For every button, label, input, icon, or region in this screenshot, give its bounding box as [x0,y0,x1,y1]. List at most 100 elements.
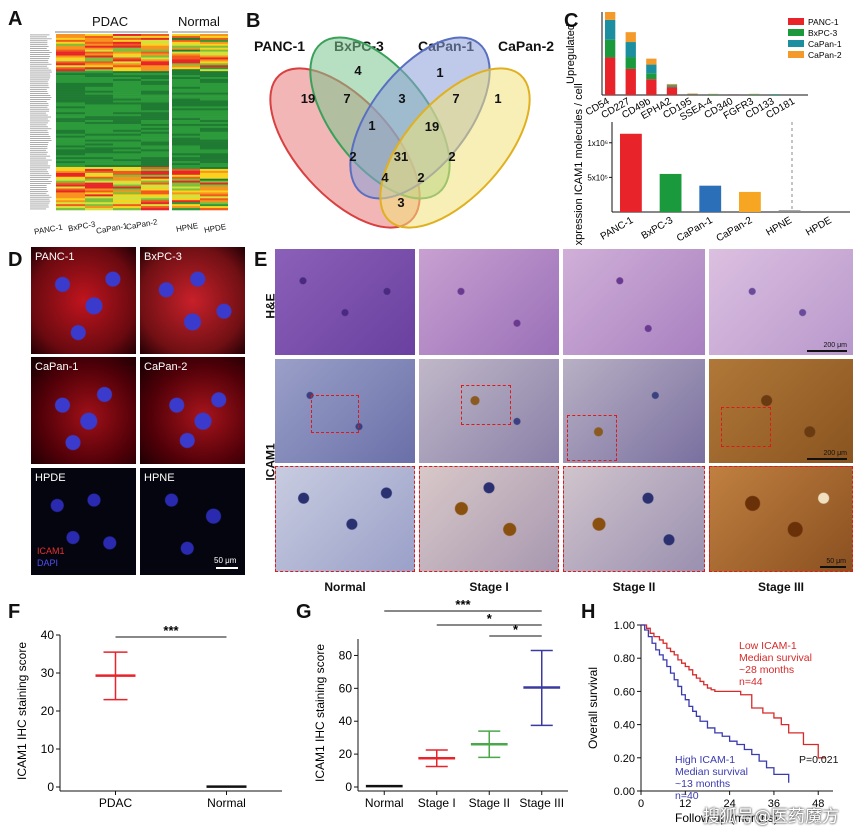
heatmap-cell [172,186,200,189]
heatmap-cell [200,198,228,201]
heatmap-cell [56,161,85,164]
heatmap-cell [172,135,200,138]
heatmap-cell [85,190,113,193]
y-tick-label: 30 [41,666,55,680]
venn-count: 2 [349,149,356,164]
he-image-normal [275,249,415,355]
heatmap-cell [113,102,141,105]
heatmap-cell [85,123,113,127]
heatmap-cell [56,194,85,197]
set-label: CaPan-2 [498,38,555,54]
gene-label [30,102,49,104]
heatmap-cell [56,69,85,72]
heatmap-cell [113,208,141,211]
heatmap-cell [113,61,141,64]
heatmap-cell [85,161,113,164]
heatmap-cell [85,172,113,176]
heatmap-cell [113,112,141,115]
heatmap-cell [141,188,169,191]
gene-label [30,97,52,98]
stacked-bar-segment [605,12,616,20]
stage-label: Normal [324,580,366,594]
heatmap-cell [56,149,85,152]
gene-label [30,114,48,116]
heatmap-cell [200,163,228,166]
heatmap-cell [56,37,85,41]
heatmap-cell [200,73,228,76]
heatmap-cell [113,71,141,74]
x-tick-label: 0 [638,798,644,810]
heatmap-cell [85,163,113,166]
heatmap-cell [56,98,85,101]
gene-label [30,202,50,204]
image-label: PANC-1 [35,251,75,263]
gene-label [30,206,49,208]
heatmap-cell [200,194,228,197]
heatmap-cell [56,192,85,195]
venn-count: 1 [494,91,501,106]
annotation-low: n=44 [739,676,763,688]
zoom-image-stage3: 50 μm [709,466,853,572]
heatmap-cell [113,104,141,107]
gene-label [30,83,49,85]
gene-label [30,108,50,110]
heatmap-cell [56,102,85,105]
heatmap-cell [113,180,141,183]
heatmap-cell [56,190,85,193]
heatmap-cell [113,69,141,72]
heatmap-cell [56,73,85,76]
heatmap-cell [56,155,85,158]
heatmap-cell [141,41,169,45]
x-tick-label: PDAC [99,796,133,810]
heatmap-cell [56,200,85,203]
zoom-image-stage2 [563,466,705,572]
image-label: CaPan-2 [144,361,188,373]
heatmap-cell [141,78,169,82]
heatmap-cell [85,143,113,146]
venn-count: 4 [381,170,389,185]
scale-bar-label: 200 μm [823,450,848,457]
heatmap-cell [85,145,113,148]
heatmap-cell [113,114,141,117]
heatmap-cell [200,133,228,136]
gene-label [30,204,49,206]
heatmap-cell [113,37,141,41]
heatmap-cell [172,116,200,119]
p-value: P=0.021 [799,754,839,766]
heatmap-cell [200,165,228,168]
heatmap-cell [85,88,113,92]
heatmap-cell [172,94,200,97]
heatmap-cell [113,57,141,60]
heatmap-cell [141,139,169,142]
heatmap-cell [85,102,113,105]
heatmap-cell [200,192,228,195]
heatmap-cell [85,200,113,203]
gene-label [30,99,51,100]
heatmap-cell [141,49,169,52]
gene-label [30,50,50,51]
heatmap-cell [141,59,169,62]
heatmap-cell [172,176,200,180]
heatmap-cell [113,149,141,152]
heatmap-cell [141,163,169,166]
heatmap-cell [85,35,113,39]
heatmap-cell [172,129,200,133]
heatmap-cell [113,202,141,205]
heatmap-cell [141,165,169,168]
gene-label [30,145,48,147]
heatmap-cell [141,176,169,180]
heatmap-cell [172,82,200,86]
heatmap-cell [200,157,228,160]
gene-label [30,167,51,169]
panel-c: C Upregulated CD54 CD227 CD49b EPHA2 CD195 SSE… [560,0,863,245]
gene-label [30,196,52,198]
stacked-bar-segment [666,86,678,88]
heatmap-cell [200,196,228,199]
heatmap-cell [85,110,113,113]
heatmap-cell [56,125,85,129]
heatmap-cell [200,98,228,101]
stacked-bar-segment [646,79,657,95]
y-tick-label: 0.40 [614,720,635,732]
heatmap-cell [141,96,169,99]
bar [818,210,841,212]
